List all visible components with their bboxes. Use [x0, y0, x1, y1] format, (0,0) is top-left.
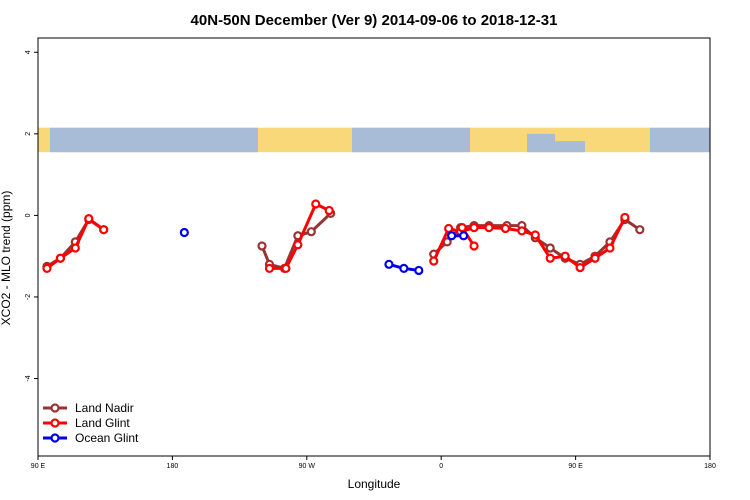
- x-tick-label: 90 W: [299, 463, 316, 470]
- map-ocean-region: [160, 127, 218, 153]
- y-tick-label: 0: [25, 213, 32, 217]
- data-point: [42, 263, 52, 274]
- x-tick-label: 180: [704, 463, 716, 470]
- legend-swatch-marker: [50, 403, 60, 413]
- data-point: [620, 212, 630, 223]
- data-point: [459, 231, 469, 241]
- data-point: [560, 251, 570, 261]
- series-land-glint: [42, 199, 630, 274]
- y-tick-label: 4: [25, 50, 32, 54]
- x-tick-label: 90 E: [31, 463, 46, 470]
- map-ocean-region: [115, 138, 130, 149]
- map-ocean-region: [400, 135, 440, 145]
- y-tick-label: -2: [25, 294, 32, 300]
- x-tick-label: 180: [167, 463, 179, 470]
- data-point: [324, 205, 334, 216]
- series-ocean-glint: [179, 227, 469, 276]
- legend-label: Land Nadir: [75, 401, 134, 415]
- series-land-nadir: [42, 208, 645, 274]
- data-point: [384, 259, 394, 269]
- legend-label: Land Glint: [75, 416, 130, 430]
- data-point: [469, 223, 479, 233]
- map-ocean-region: [650, 127, 710, 153]
- data-point: [414, 265, 424, 276]
- map-ocean-region: [218, 127, 258, 153]
- data-point: [311, 199, 321, 209]
- y-tick-label: -4: [25, 375, 32, 381]
- legend-swatch-marker: [50, 418, 60, 428]
- y-axis-label: XCO2 - MLO trend (ppm): [0, 191, 13, 326]
- data-point: [281, 263, 291, 274]
- axes: 90 E 180 90 W 0 90 E 180 4 2 0 -2 -4: [25, 37, 716, 470]
- data-point: [517, 226, 527, 236]
- data-point: [84, 214, 94, 224]
- data-point: [429, 256, 439, 266]
- data-point: [605, 243, 615, 253]
- data-point: [457, 223, 467, 233]
- map-ocean-region: [555, 141, 585, 153]
- data-point: [55, 253, 66, 263]
- data-point: [500, 223, 511, 234]
- legend-label: Ocean Glint: [75, 431, 139, 445]
- legend-swatch-marker: [50, 433, 60, 443]
- chart-title: 40N-50N December (Ver 9) 2014-09-06 to 2…: [191, 12, 558, 29]
- plot-frame: [37, 37, 711, 457]
- world-map-strip: [38, 127, 710, 153]
- data-point: [575, 262, 585, 273]
- map-ocean-region: [527, 133, 555, 153]
- x-tick-label: 0: [439, 463, 443, 470]
- data-point: [484, 223, 494, 233]
- data-point: [530, 230, 540, 240]
- data-point: [399, 263, 409, 274]
- data-point: [444, 223, 454, 234]
- x-axis-label: Longitude: [348, 477, 401, 491]
- data-point: [70, 243, 80, 253]
- x-tick-label: 90 E: [568, 463, 583, 470]
- data-series: [42, 199, 645, 276]
- y-tick-label: 2: [25, 132, 32, 136]
- data-point: [545, 243, 555, 253]
- data-point: [264, 263, 275, 274]
- data-point: [447, 231, 457, 241]
- data-point: [306, 227, 316, 237]
- data-point: [635, 225, 645, 235]
- data-point: [545, 253, 555, 263]
- data-point: [293, 240, 303, 250]
- data-point: [257, 241, 267, 251]
- data-point: [590, 253, 600, 263]
- data-point: [99, 225, 109, 235]
- data-point: [469, 241, 479, 251]
- data-point: [179, 227, 189, 238]
- map-ocean-region: [50, 127, 118, 153]
